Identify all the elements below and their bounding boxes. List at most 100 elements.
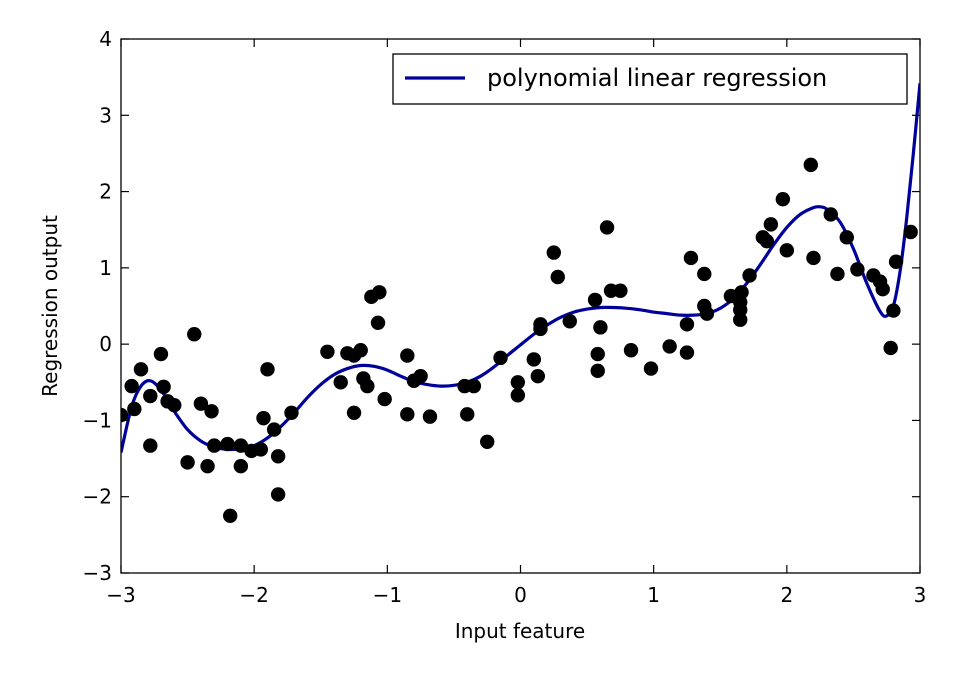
data-point-18 (233, 459, 249, 474)
y-tick-label: 3 (99, 103, 112, 127)
x-tick-label: 0 (514, 583, 527, 607)
legend-box (392, 53, 908, 105)
data-point-12 (193, 396, 209, 411)
data-point-22 (256, 410, 271, 426)
legend: polynomial linear regression (392, 53, 908, 105)
data-point-77 (733, 302, 748, 318)
data-point-28 (320, 344, 335, 359)
data-points-layer (121, 157, 918, 523)
data-point-50 (510, 375, 526, 390)
data-point-46 (460, 407, 475, 422)
data-point-90 (839, 230, 854, 245)
data-point-69 (679, 317, 695, 332)
data-point-37 (370, 315, 386, 330)
data-point-68 (662, 339, 677, 354)
data-point-10 (180, 455, 195, 470)
data-point-41 (400, 348, 415, 363)
data-point-70 (679, 345, 695, 360)
data-point-94 (875, 282, 890, 297)
data-point-9 (167, 397, 182, 413)
data-point-51 (510, 388, 526, 403)
x-tick-label: 2 (780, 583, 793, 607)
data-point-89 (830, 266, 845, 282)
data-point-44 (422, 409, 438, 424)
x-tick-label: −1 (373, 583, 402, 607)
y-tick-label: 2 (99, 180, 112, 204)
data-point-11 (187, 327, 202, 342)
data-point-14 (204, 404, 219, 419)
data-point-98 (903, 224, 918, 240)
data-point-95 (883, 340, 898, 356)
data-point-82 (759, 233, 775, 249)
data-point-61 (590, 363, 605, 379)
y-tick-label: −3 (83, 561, 112, 585)
data-point-91 (850, 262, 865, 277)
data-point-0 (121, 407, 129, 423)
data-point-29 (333, 375, 348, 390)
x-tick-label: 1 (647, 583, 660, 607)
data-point-7 (156, 379, 171, 395)
y-tick-label: 4 (99, 27, 112, 51)
data-point-17 (222, 508, 238, 523)
data-point-78 (733, 312, 748, 327)
data-point-49 (493, 350, 508, 366)
data-point-63 (599, 220, 615, 235)
data-point-52 (526, 352, 542, 367)
data-point-55 (533, 321, 548, 337)
data-point-27 (284, 405, 299, 420)
data-point-96 (886, 303, 901, 318)
data-point-84 (775, 192, 791, 207)
data-point-87 (806, 250, 821, 266)
data-point-88 (823, 207, 838, 222)
data-point-85 (779, 243, 795, 258)
x-tick-label: −2 (239, 583, 268, 607)
data-point-25 (270, 449, 286, 464)
x-axis-label: Input feature (455, 619, 585, 643)
data-point-66 (623, 343, 639, 358)
data-point-15 (207, 438, 222, 453)
data-point-16 (220, 436, 235, 452)
y-tick-label: 1 (99, 256, 112, 280)
data-point-56 (546, 245, 561, 260)
y-axis-label: Regression output (38, 215, 62, 397)
data-point-3 (133, 362, 149, 377)
data-point-32 (346, 405, 362, 420)
data-point-4 (143, 438, 158, 453)
data-point-13 (200, 459, 215, 474)
y-tick-label: 0 (99, 332, 112, 356)
data-point-26 (270, 487, 286, 502)
data-point-39 (377, 391, 392, 407)
data-point-43 (413, 368, 428, 384)
data-point-62 (593, 320, 608, 335)
y-tick-label: −2 (83, 485, 112, 509)
data-point-38 (372, 285, 387, 300)
data-point-47 (466, 378, 482, 394)
data-point-1 (124, 378, 139, 394)
data-point-65 (613, 283, 628, 298)
x-tick-label: −3 (106, 583, 135, 607)
data-point-35 (360, 378, 375, 394)
data-point-86 (803, 157, 819, 173)
data-point-40 (400, 407, 415, 422)
legend-label: polynomial linear regression (487, 64, 827, 92)
data-point-53 (530, 368, 546, 384)
data-point-59 (587, 292, 603, 308)
data-point-23 (260, 362, 275, 377)
data-point-97 (888, 254, 904, 269)
data-point-24 (266, 422, 282, 437)
data-point-67 (643, 361, 659, 376)
data-point-48 (480, 434, 495, 449)
y-axis-ticks: −3 −2 −1 0 1 2 3 4 (83, 27, 920, 585)
data-point-79 (734, 285, 749, 300)
y-tick-label: −1 (83, 408, 112, 432)
data-point-2 (127, 401, 142, 417)
data-point-33 (353, 343, 368, 358)
data-point-21 (253, 442, 269, 457)
data-point-80 (742, 268, 757, 283)
data-point-72 (697, 266, 712, 282)
data-point-5 (143, 388, 158, 404)
data-point-71 (683, 250, 699, 266)
data-point-57 (550, 269, 565, 285)
data-point-83 (763, 217, 779, 232)
